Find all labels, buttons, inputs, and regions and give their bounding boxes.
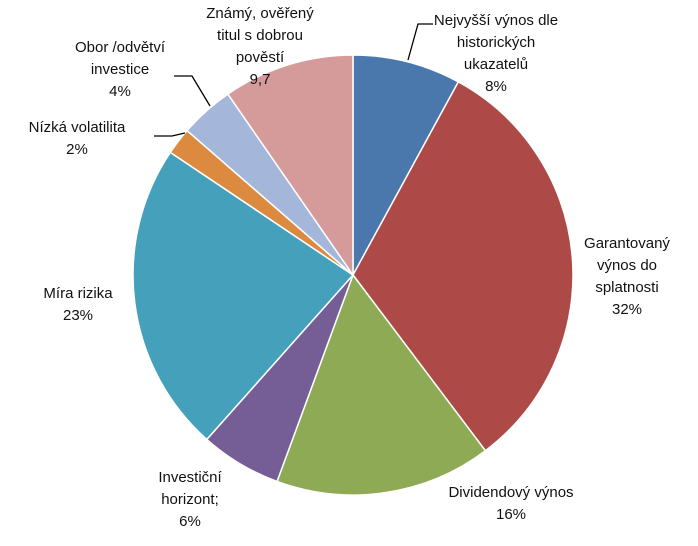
slice-label-line: titul s dobrou — [217, 27, 303, 44]
slice-label-line: Nízká volatilita — [29, 119, 126, 136]
slice-label-line: 23% — [63, 307, 93, 324]
slice-label-line: horizont; — [161, 491, 219, 508]
pie-slice-1 — [352, 80, 574, 452]
slice-label-line: Investiční — [158, 469, 222, 486]
slice-label-line: historických — [457, 34, 535, 51]
leader-line-6 — [174, 75, 211, 107]
slice-label-2: Dividendový výnos 16% — [448, 484, 573, 523]
slice-label-6: Obor /odvětví investice 4% — [75, 39, 166, 100]
slice-label-line: pověstí — [236, 49, 285, 66]
slice-label-line: Nejvyšší výnos dle — [434, 12, 558, 29]
slice-label-line: 8% — [485, 78, 507, 95]
slice-label-line: 2% — [66, 141, 88, 158]
slice-label-line: investice — [91, 61, 149, 78]
slice-label-3: Investiční horizont; 6% — [158, 469, 222, 530]
slice-label-5: Nízká volatilita 2% — [29, 119, 126, 158]
slice-label-line: ukazatelů — [464, 56, 528, 73]
slice-labels: Nejvyšší výnos dle historických ukazatelů 8… — [29, 5, 671, 530]
pie-slices — [132, 54, 574, 496]
pie-slice-7 — [226, 54, 354, 278]
slice-label-line: Dividendový výnos — [448, 484, 573, 501]
leader-line-0 — [407, 23, 433, 61]
pie-slice-2 — [276, 273, 487, 496]
slice-label-line: 9,7 — [250, 71, 271, 88]
slice-label-line: Obor /odvětví — [75, 39, 166, 56]
slice-label-line: Míra rizika — [43, 285, 113, 302]
slice-label-line: výnos do — [597, 257, 657, 274]
slice-label-1: Garantovaný výnos do splatnosti 32% — [584, 235, 670, 318]
slice-label-line: splatnosti — [595, 279, 658, 296]
leader-lines — [154, 23, 433, 137]
leader-line-5 — [154, 132, 186, 137]
slice-label-line: Známý, ověřený — [206, 5, 314, 22]
slice-label-line: 32% — [612, 301, 642, 318]
pie-slice-0 — [352, 54, 460, 276]
slice-label-line: 16% — [496, 506, 526, 523]
slice-label-line: Garantovaný — [584, 235, 670, 252]
slice-label-line: 4% — [109, 83, 131, 100]
pie-slice-4 — [132, 151, 355, 441]
slice-label-4: Míra rizika 23% — [43, 285, 113, 324]
slice-label-7: Známý, ověřený titul s dobrou pověstí 9,7 — [206, 5, 314, 88]
slice-label-line: 6% — [179, 513, 201, 530]
slice-label-0: Nejvyšší výnos dle historických ukazatelů 8… — [434, 12, 558, 95]
